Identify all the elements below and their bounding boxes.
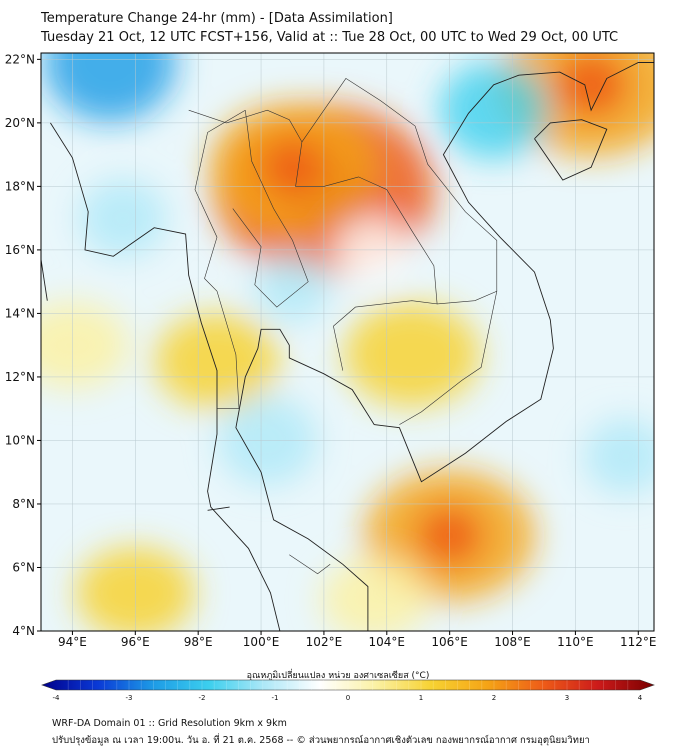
cool-anomaly bbox=[254, 253, 331, 323]
admin-boundary bbox=[301, 77, 498, 292]
colorbar-label: อุณหภูมิเปลี่ยนแปลง หน่วย องศาเซลเซียส (… bbox=[246, 671, 430, 681]
footer-credit: ปรับปรุงข้อมูล ณ เวลา 19:00น. วัน อ. ที่… bbox=[52, 735, 590, 746]
admin-boundary bbox=[194, 109, 246, 409]
warm-anomaly-core bbox=[555, 53, 628, 118]
warm-anomaly bbox=[41, 301, 129, 389]
cool-anomaly bbox=[44, 53, 177, 122]
warm-anomaly bbox=[154, 313, 280, 409]
lat-tick-label: 20°N bbox=[5, 116, 35, 130]
warm-anomaly-core bbox=[260, 138, 325, 196]
lon-tick-label: 94°E bbox=[58, 635, 87, 649]
map-frame bbox=[40, 52, 655, 632]
lat-tick-label: 16°N bbox=[5, 243, 35, 257]
lat-tick-label: 8°N bbox=[12, 497, 35, 511]
cool-anomaly bbox=[439, 61, 548, 159]
temperature-change-map: 22°N 20°N 18°N 16°N 14°N 12°N 10°N 8°N 6°N 4°N 94°… bbox=[5, 52, 657, 649]
chart-subtitle: Tuesday 21 Oct, 12 UTC FCST+156, Valid a… bbox=[41, 30, 619, 45]
coastline bbox=[207, 506, 230, 511]
coastline bbox=[50, 122, 281, 631]
admin-boundary bbox=[399, 290, 498, 425]
chart-title: Temperature Change 24-hr (mm) - [Data As… bbox=[41, 11, 393, 26]
lon-tick-label: 98°E bbox=[184, 635, 213, 649]
lat-tick-label: 4°N bbox=[12, 624, 35, 638]
coastline bbox=[41, 259, 48, 301]
lon-tick-label: 100°E bbox=[243, 635, 280, 649]
lat-tick-label: 22°N bbox=[5, 52, 35, 66]
cool-anomaly bbox=[583, 418, 654, 495]
graticule bbox=[41, 53, 654, 631]
coastlines-and-borders bbox=[41, 62, 654, 631]
lon-tick-label: 110°E bbox=[557, 635, 594, 649]
admin-boundary bbox=[188, 109, 438, 371]
admin-boundary bbox=[289, 554, 331, 575]
lat-tick-label: 10°N bbox=[5, 433, 35, 447]
lon-tick-label: 112°E bbox=[620, 635, 657, 649]
lon-tick-label: 108°E bbox=[494, 635, 531, 649]
warm-anomaly bbox=[344, 302, 480, 407]
lat-tick-label: 12°N bbox=[5, 370, 35, 384]
lat-tick-label: 18°N bbox=[5, 179, 35, 193]
lon-tick-label: 96°E bbox=[121, 635, 150, 649]
coastline bbox=[534, 119, 608, 181]
admin-boundary bbox=[232, 110, 309, 308]
warm-anomaly bbox=[320, 558, 428, 631]
coastline bbox=[235, 62, 654, 631]
lat-tick-label: 14°N bbox=[5, 306, 35, 320]
cool-anomaly bbox=[78, 178, 167, 258]
lon-tick-label: 104°E bbox=[369, 635, 406, 649]
footer-model-info: WRF-DA Domain 01 :: Grid Resolution 9km … bbox=[52, 718, 287, 729]
coastline bbox=[279, 630, 281, 631]
lon-tick-label: 102°E bbox=[306, 635, 343, 649]
lat-tick-label: 6°N bbox=[12, 560, 35, 574]
lon-tick-label: 106°E bbox=[431, 635, 468, 649]
